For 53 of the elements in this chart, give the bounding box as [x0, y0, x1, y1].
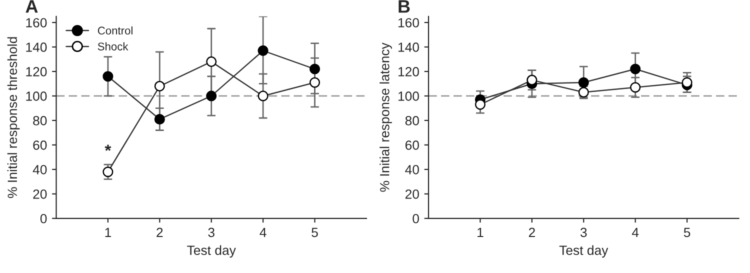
point — [102, 71, 114, 82]
y-tick-label: 120 — [26, 67, 47, 76]
y-tick-label: 140 — [398, 42, 419, 52]
point — [578, 77, 589, 88]
point — [474, 99, 486, 110]
x-tick-label: 3 — [580, 228, 587, 238]
y-tick-label: 120 — [398, 67, 419, 76]
y-tick-label: 20 — [405, 189, 419, 199]
point — [258, 45, 268, 56]
point — [102, 166, 114, 178]
point — [630, 64, 641, 74]
x-tick-label: 3 — [208, 228, 214, 238]
x-tick-label: 1 — [105, 228, 111, 237]
annotation: * — [104, 144, 112, 151]
x-tick-label: 4 — [260, 228, 266, 237]
y-tick-label: 160 — [398, 18, 419, 28]
x-tick-label: 5 — [312, 228, 318, 238]
point — [309, 77, 320, 88]
point — [309, 64, 320, 74]
legend-label: Shock — [98, 42, 128, 50]
y-tick-label: 80 — [405, 116, 419, 126]
x-tick-label: 1 — [478, 228, 484, 237]
point — [206, 90, 217, 102]
x-tick-label: 2 — [528, 228, 535, 237]
x-tick-label: 4 — [632, 228, 639, 237]
y-tick-label: 140 — [26, 42, 47, 52]
y-axis-title: % Initial response latency — [380, 42, 392, 192]
x-tick-label: 2 — [156, 228, 163, 237]
y-tick-label: 0 — [412, 214, 419, 224]
point — [682, 77, 692, 88]
y-tick-label: 60 — [33, 140, 47, 150]
y-tick-label: 20 — [33, 189, 47, 199]
y-tick-label: 80 — [33, 116, 47, 126]
point — [154, 80, 165, 92]
x-axis-title: Test day — [559, 245, 608, 258]
point — [206, 56, 217, 67]
legend-label: Control — [98, 26, 132, 35]
point — [630, 82, 641, 93]
x-axis-title: Test day — [187, 245, 236, 258]
y-tick-label: 160 — [26, 18, 47, 28]
chart-title: B — [398, 0, 410, 13]
chart-title: A — [26, 0, 38, 13]
point — [258, 90, 268, 102]
point — [526, 74, 538, 86]
x-tick-label: 5 — [684, 228, 690, 238]
y-axis-title: % Initial response threshold — [7, 37, 20, 198]
y-tick-label: 60 — [405, 140, 419, 150]
y-tick-label: 100 — [26, 92, 47, 101]
y-tick-label: 0 — [40, 214, 47, 224]
point — [154, 114, 165, 125]
y-tick-label: 40 — [32, 164, 47, 174]
y-tick-label: 40 — [405, 164, 419, 174]
y-tick-label: 100 — [398, 92, 419, 101]
